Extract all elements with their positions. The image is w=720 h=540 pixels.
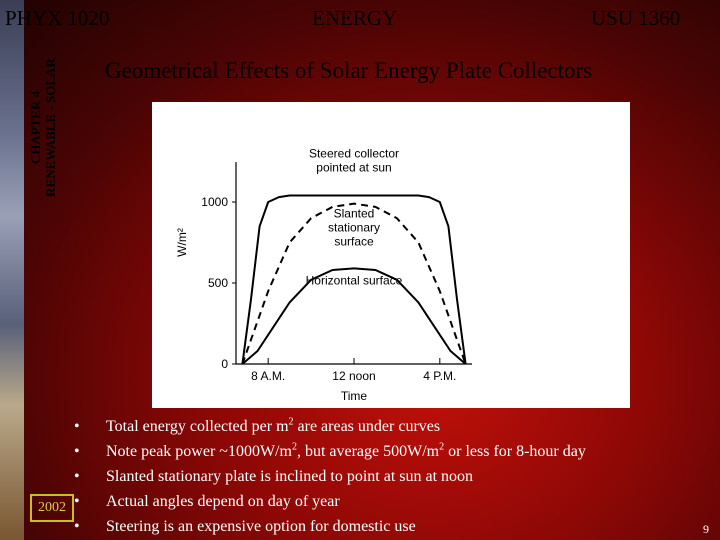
bullet-item: • Total energy collected per m2 are areas… — [74, 414, 586, 439]
bullet-list: • Total energy collected per m2 are areas… — [74, 414, 586, 539]
course-topic: ENERGY — [312, 6, 398, 30]
chapter-topic: RENEWABLE - SOLAR — [43, 58, 58, 197]
x-tick-label: 4 P.M. — [423, 369, 456, 383]
chapter-label: CHAPTER 4 RENEWABLE - SOLAR — [28, 30, 74, 230]
series-line — [241, 194, 467, 365]
x-tick-label: 8 A.M. — [251, 369, 285, 383]
bullet-text: Slanted stationary plate is inclined to … — [106, 468, 474, 485]
header-bar: PHYX 1020 ENERGY USU 1360 — [0, 0, 720, 40]
bullet-dot-icon: • — [74, 518, 80, 535]
series-label-line: Steered collector — [309, 147, 399, 161]
y-tick-label: 1000 — [201, 195, 228, 209]
series-label-line: Horizontal surface — [306, 273, 403, 287]
y-tick-label: 0 — [221, 357, 228, 371]
series-line — [241, 267, 467, 365]
series-line — [241, 202, 467, 365]
series-label: Horizontal surface — [306, 273, 403, 287]
series-label-line: surface — [334, 235, 374, 249]
series-label-line: Slanted — [334, 207, 375, 221]
bullet-item: • Slanted stationary plate is inclined to… — [74, 464, 586, 489]
year-badge: 2002 — [30, 494, 74, 522]
chart-svg: 0 500 1000 8 A.M. 12 noon 4 P.M. Time W/m² Steer… — [175, 147, 472, 403]
series-label: Slanted stationary surface — [328, 207, 380, 249]
series-label: Steered collector pointed at sun — [309, 147, 399, 175]
chart-series — [241, 194, 467, 365]
bullet-text: Steering is an expensive option for dome… — [106, 518, 416, 535]
bullet-text: Actual angles depend on day of year — [106, 493, 340, 510]
bullet-text: Note peak power ~1000W/m2, but average 5… — [106, 441, 586, 460]
chart-labels: 0 500 1000 8 A.M. 12 noon 4 P.M. Time W/m² Steer… — [175, 147, 456, 403]
chart-axes — [232, 162, 472, 365]
bullet-item: • Note peak power ~1000W/m2, but average … — [74, 439, 586, 464]
course-code: PHYX 1020 — [5, 6, 110, 30]
side-photo-strip — [0, 0, 24, 540]
y-tick-label: 500 — [208, 276, 228, 290]
bullet-dot-icon: • — [74, 443, 80, 460]
bullet-item: • Actual angles depend on day of year — [74, 489, 586, 514]
course-number: USU 1360 — [591, 6, 681, 30]
chapter-number: CHAPTER 4 — [28, 90, 43, 165]
bullet-item: • Steering is an expensive option for dom… — [74, 514, 586, 539]
series-label-line: pointed at sun — [316, 161, 391, 175]
x-tick-label: 12 noon — [332, 369, 375, 383]
series-label-line: stationary — [328, 221, 380, 235]
solar-power-chart: 0 500 1000 8 A.M. 12 noon 4 P.M. Time W/m² Steer… — [152, 102, 630, 408]
bullet-text: Total energy collected per m2 are areas … — [106, 416, 441, 435]
y-axis-title: W/m² — [175, 228, 189, 257]
bullet-dot-icon: • — [74, 493, 80, 510]
page-number: 9 — [703, 522, 709, 536]
bullet-dot-icon: • — [74, 468, 80, 485]
slide-title: Geometrical Effects of Solar Energy Plat… — [105, 58, 593, 83]
bullet-dot-icon: • — [74, 418, 80, 435]
x-axis-title: Time — [341, 389, 368, 403]
